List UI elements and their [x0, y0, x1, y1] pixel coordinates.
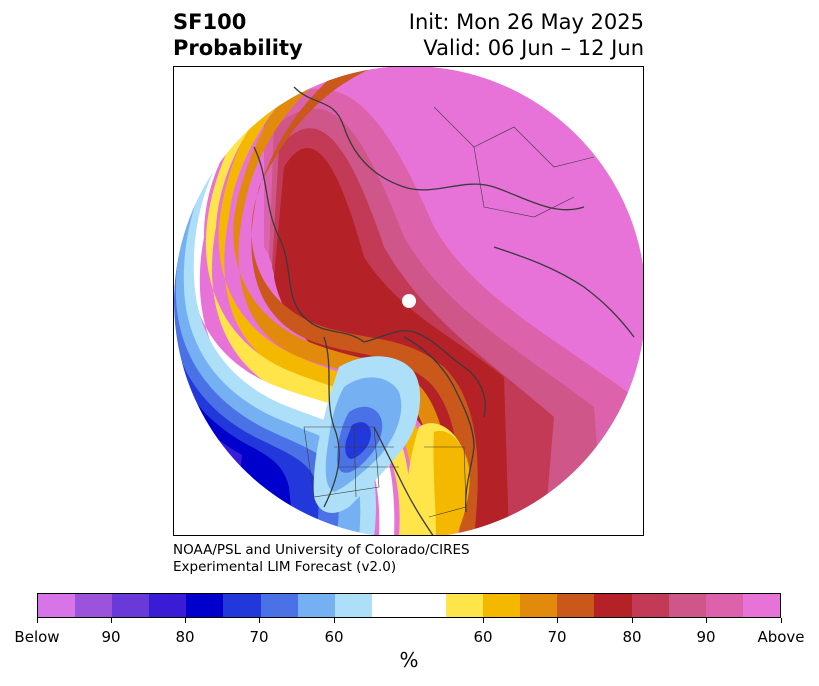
colorbar-segment — [334, 594, 372, 617]
colorbar-tick-label: 60 — [473, 628, 493, 646]
colorbar-segment — [483, 594, 521, 617]
title-variable: SF100 — [173, 10, 247, 34]
colorbar-tick-label: 70 — [249, 628, 269, 646]
colorbar — [37, 593, 781, 618]
colorbar-segment — [297, 594, 335, 617]
colorbar-tick-label: Below — [14, 628, 60, 646]
valid-range: Valid: 06 Jun – 12 Jun — [423, 36, 644, 60]
colorbar-tick-mark — [781, 618, 782, 623]
political-borders — [303, 106, 595, 518]
title-block: SF100 Probability — [173, 9, 303, 61]
colorbar-tick-mark — [706, 618, 707, 623]
colorbar-tick-mark — [334, 618, 335, 623]
init-date: Init: Mon 26 May 2025 — [408, 10, 644, 34]
credit-block: NOAA/PSL and University of Colorado/CIRE… — [173, 542, 470, 576]
colorbar-segment — [223, 594, 261, 617]
colorbar-segment — [112, 594, 150, 617]
colorbar-segment — [260, 594, 298, 617]
colorbar-tick-label: 90 — [101, 628, 121, 646]
colorbar-segment — [705, 594, 743, 617]
colorbar-segment — [75, 594, 113, 617]
colorbar-segment — [38, 594, 76, 617]
colorbar-segment — [446, 594, 484, 617]
colorbar-unit: % — [399, 648, 419, 672]
colorbar-tick-mark — [483, 618, 484, 623]
colorbar-tick-mark — [632, 618, 633, 623]
title-measure: Probability — [173, 36, 303, 60]
colorbar-tick-label: 70 — [547, 628, 567, 646]
colorbar-tick-mark — [259, 618, 260, 623]
date-block: Init: Mon 26 May 2025 Valid: 06 Jun – 12… — [409, 9, 644, 61]
colorbar-segment — [594, 594, 632, 617]
colorbar-tick-label: 80 — [622, 628, 642, 646]
colorbar-segment — [520, 594, 558, 617]
colorbar-segment — [668, 594, 706, 617]
credit-line2: Experimental LIM Forecast (v2.0) — [173, 559, 397, 575]
map-svg — [174, 67, 643, 535]
credit-line1: NOAA/PSL and University of Colorado/CIRE… — [173, 542, 470, 558]
colorbar-tick-label: Above — [757, 628, 805, 646]
colorbar-segment — [742, 594, 780, 617]
colorbar-tick-label: 90 — [696, 628, 716, 646]
colorbar-tick-mark — [185, 618, 186, 623]
colorbar-tick-label: 60 — [324, 628, 344, 646]
polar-map — [173, 66, 644, 536]
colorbar-tick-mark — [37, 618, 38, 623]
coastlines — [253, 86, 635, 535]
colorbar-tick-mark — [111, 618, 112, 623]
colorbar-segment — [631, 594, 669, 617]
colorbar-segment — [149, 594, 187, 617]
colorbar-segment — [186, 594, 224, 617]
colorbar-tick-mark — [557, 618, 558, 623]
colorbar-segment — [371, 594, 447, 617]
colorbar-tick-label: 80 — [175, 628, 195, 646]
colorbar-segment — [557, 594, 595, 617]
